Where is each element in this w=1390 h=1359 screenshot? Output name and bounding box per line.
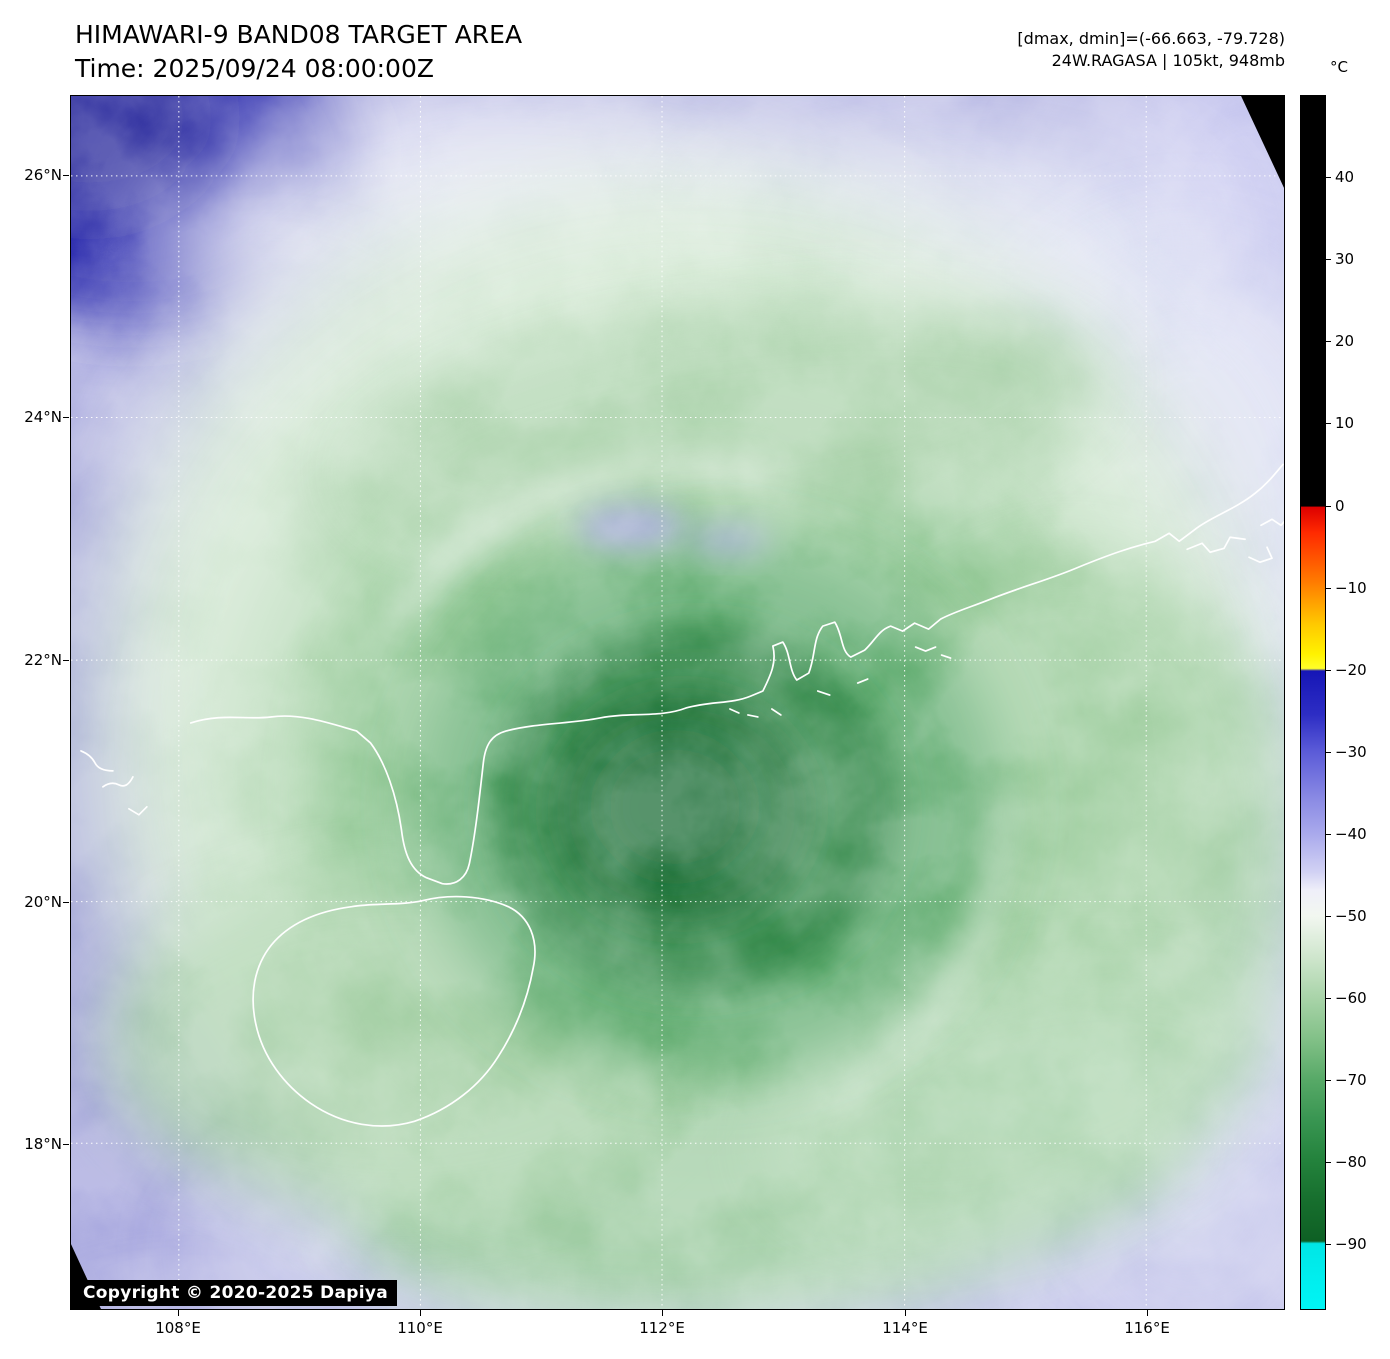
plot-header-right: [dmax, dmin]=(-66.663, -79.728) 24W.RAGA…	[1017, 28, 1285, 72]
y-axis-tick	[63, 175, 69, 176]
satellite-map: Copyright © 2020-2025 Dapiya	[70, 95, 1285, 1310]
x-axis-tick	[178, 1310, 179, 1316]
colorbar-tick	[1325, 1244, 1331, 1245]
colorbar-tick-label: −70	[1335, 1071, 1367, 1089]
colorbar-tick-label: −90	[1335, 1235, 1367, 1253]
colorbar-tick-label: −10	[1335, 579, 1367, 597]
y-axis-tick	[63, 902, 69, 903]
colorbar-unit-label: °C	[1330, 58, 1348, 76]
colorbar-tick	[1325, 752, 1331, 753]
satellite-image	[71, 96, 1284, 1309]
y-axis-tick	[63, 1144, 69, 1145]
x-axis-tick	[420, 1310, 421, 1316]
lon-tick-label: 114°E	[882, 1319, 928, 1337]
lat-tick-label: 26°N	[24, 166, 62, 184]
lon-tick-label: 112°E	[639, 1319, 685, 1337]
lon-tick-label: 108°E	[155, 1319, 201, 1337]
colorbar-tick	[1325, 998, 1331, 999]
colorbar-tick-label: −80	[1335, 1153, 1367, 1171]
colorbar-tick-label: −20	[1335, 661, 1367, 679]
colorbar	[1300, 95, 1326, 1310]
cloud-noise-texture	[71, 96, 1284, 1309]
colorbar-tick	[1325, 916, 1331, 917]
x-axis-tick	[662, 1310, 663, 1316]
coastline	[80, 463, 1284, 1127]
dmax-dmin-readout: [dmax, dmin]=(-66.663, -79.728)	[1017, 29, 1285, 48]
x-axis-tick	[905, 1310, 906, 1316]
colorbar-tick-label: −30	[1335, 743, 1367, 761]
colorbar-tick	[1325, 259, 1331, 260]
page-title: HIMAWARI-9 BAND08 TARGET AREA	[75, 20, 523, 49]
lon-tick-label: 116°E	[1124, 1319, 1170, 1337]
lat-tick-label: 24°N	[24, 408, 62, 426]
colorbar-tick	[1325, 1162, 1331, 1163]
colorbar-tick	[1325, 1080, 1331, 1081]
y-axis-tick	[63, 417, 69, 418]
colorbar-tick-label: 10	[1335, 414, 1355, 432]
colorbar-tick-label: 30	[1335, 250, 1355, 268]
lat-tick-label: 22°N	[24, 651, 62, 669]
lon-tick-label: 110°E	[397, 1319, 443, 1337]
colorbar-tick-label: 0	[1335, 497, 1345, 515]
colorbar-tick-label: 20	[1335, 332, 1355, 350]
colorbar-tick-label: 40	[1335, 168, 1355, 186]
colorbar-tick-label: −60	[1335, 989, 1367, 1007]
plot-header: HIMAWARI-9 BAND08 TARGET AREA Time: 2025…	[75, 18, 522, 86]
copyright-badge: Copyright © 2020-2025 Dapiya	[74, 1280, 397, 1306]
colorbar-tick	[1325, 341, 1331, 342]
storm-readout: 24W.RAGASA | 105kt, 948mb	[1051, 51, 1285, 70]
colorbar-tick-label: −50	[1335, 907, 1367, 925]
colorbar-tick	[1325, 506, 1331, 507]
colorbar-tick	[1325, 670, 1331, 671]
colorbar-tick	[1325, 177, 1331, 178]
lat-tick-label: 20°N	[24, 893, 62, 911]
lat-tick-label: 18°N	[24, 1135, 62, 1153]
y-axis-tick	[63, 660, 69, 661]
x-axis-tick	[1147, 1310, 1148, 1316]
colorbar-tick-label: −40	[1335, 825, 1367, 843]
colorbar-tick	[1325, 588, 1331, 589]
time-label: Time: 2025/09/24 08:00:00Z	[75, 54, 434, 83]
colorbar-tick	[1325, 834, 1331, 835]
colorbar-tick	[1325, 423, 1331, 424]
